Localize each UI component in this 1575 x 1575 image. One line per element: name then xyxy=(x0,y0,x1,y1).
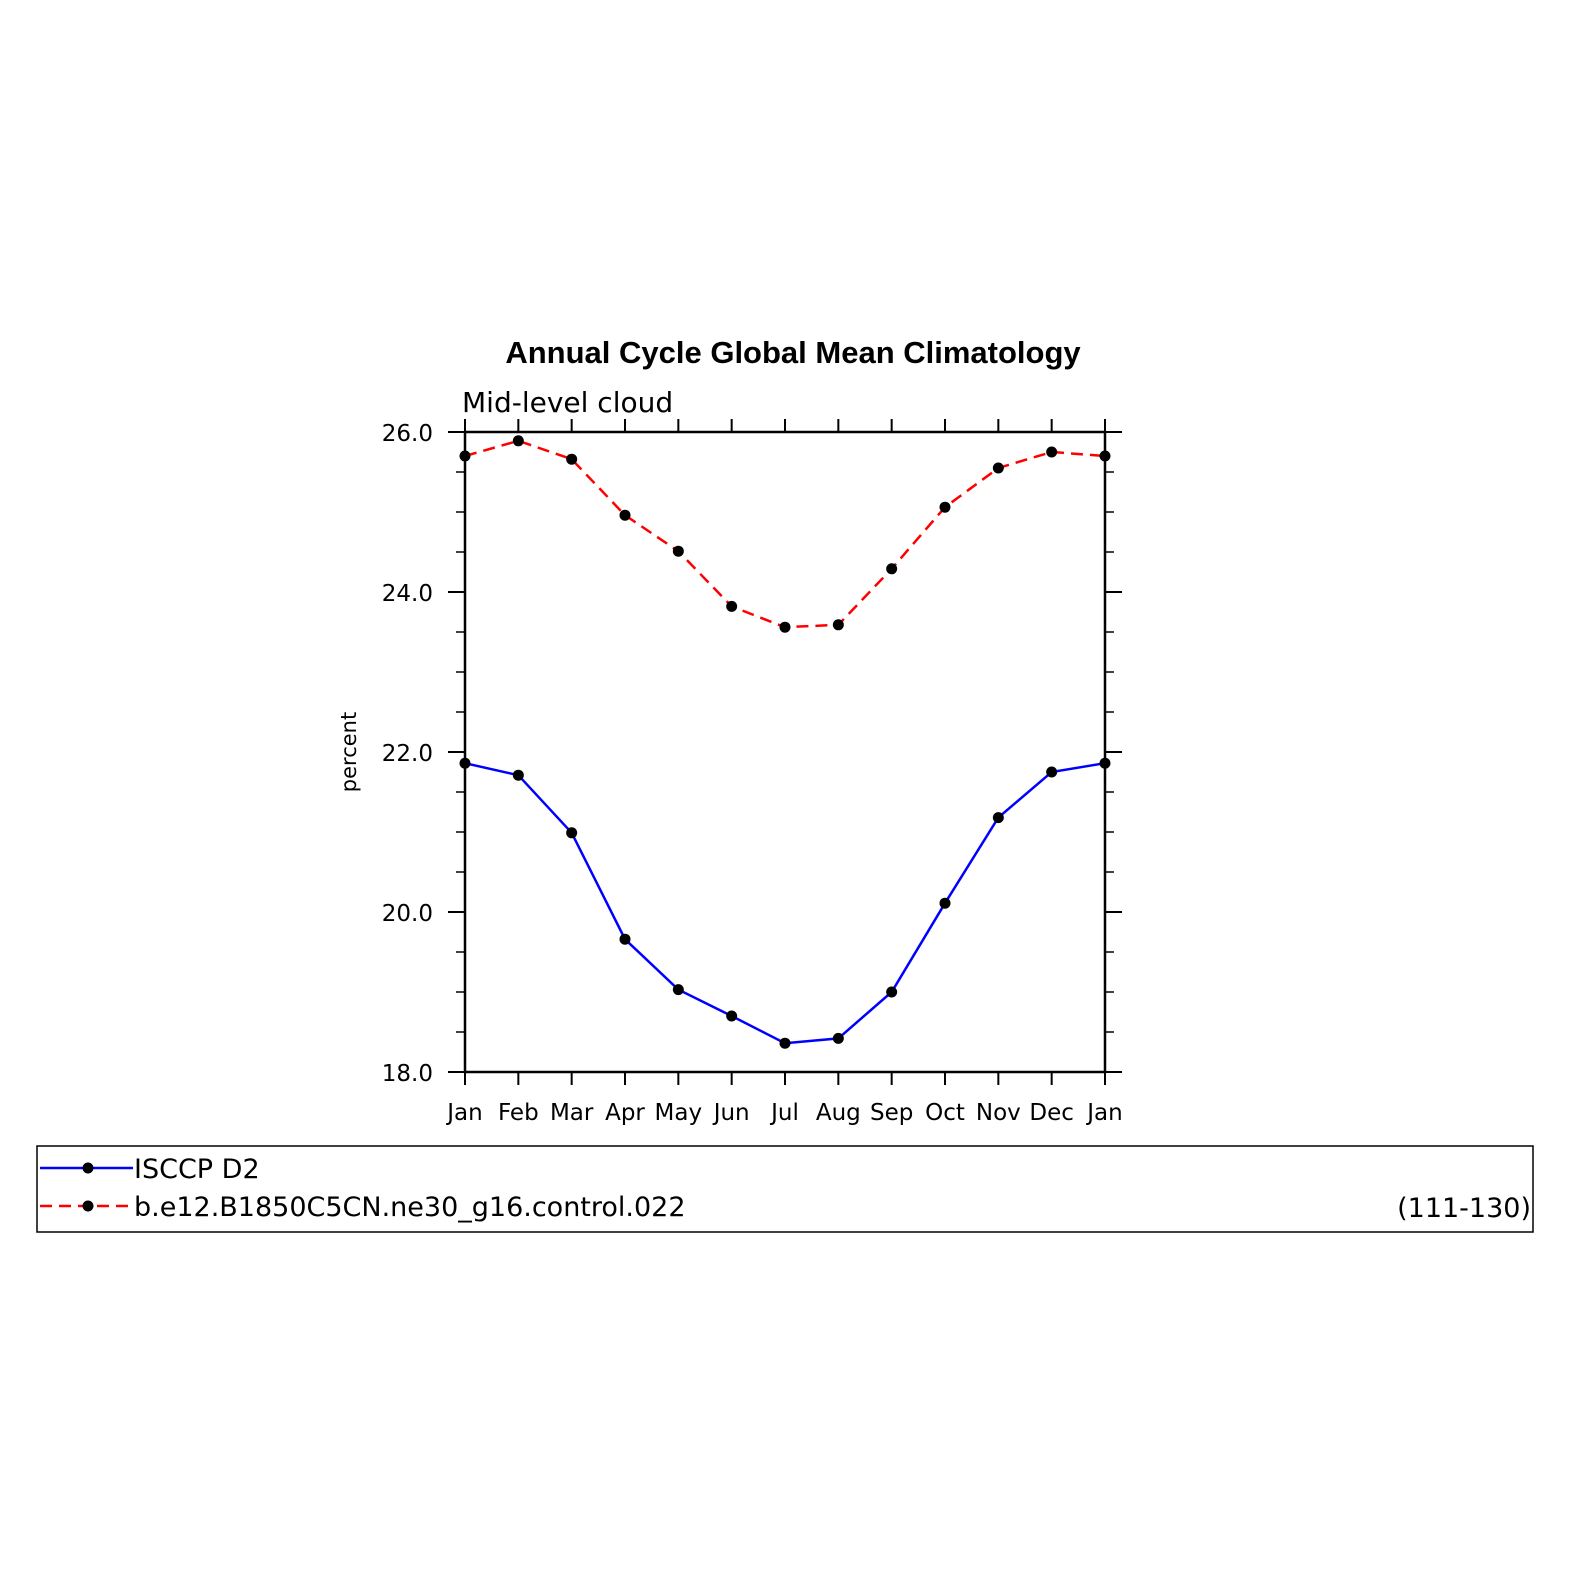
data-point xyxy=(1046,446,1058,458)
data-point xyxy=(992,462,1004,474)
data-point xyxy=(512,769,524,781)
data-point xyxy=(619,509,631,521)
data-point xyxy=(566,827,578,839)
legend-box xyxy=(36,1145,1534,1233)
series-line-0 xyxy=(464,761,1106,1045)
y-tick-label: 26.0 xyxy=(382,421,433,447)
chart-title: Annual Cycle Global Mean Climatology xyxy=(505,335,1081,370)
plot-frame xyxy=(463,430,1107,1074)
data-point xyxy=(726,1010,738,1022)
y-tick-label: 22.0 xyxy=(382,741,433,767)
x-tick-label: Sep xyxy=(870,1100,913,1126)
axes: Jan Feb Mar Apr May Jun Jul Aug Sep Oct Nov Dec Jan 1… xyxy=(382,419,1123,1126)
data-point xyxy=(992,812,1004,824)
x-tick-label: Jun xyxy=(712,1100,750,1126)
data-point xyxy=(1099,757,1111,769)
data-point xyxy=(886,986,898,998)
x-tick-label: Oct xyxy=(925,1100,965,1126)
x-tick-label: Nov xyxy=(976,1100,1021,1126)
legend: ISCCP D2 b.e12.B1850C5CN.ne30_g16.control… xyxy=(36,1145,1534,1233)
x-tick-label: Feb xyxy=(498,1100,539,1126)
data-point xyxy=(672,984,684,996)
legend-label-1: b.e12.B1850C5CN.ne30_g16.control.022 xyxy=(134,1192,686,1223)
data-point xyxy=(939,501,951,513)
data-point xyxy=(779,1037,791,1049)
series-layer xyxy=(459,435,1111,1049)
data-point xyxy=(1046,766,1058,778)
data-point xyxy=(832,1032,844,1044)
data-point xyxy=(832,619,844,631)
legend-label-0: ISCCP D2 xyxy=(134,1154,260,1185)
y-tick-label: 18.0 xyxy=(382,1061,433,1087)
x-tick-label: Aug xyxy=(816,1100,861,1126)
x-tick-label: Apr xyxy=(605,1100,645,1126)
chart-subtitle: Mid-level cloud xyxy=(462,386,673,419)
data-point xyxy=(459,757,471,769)
legend-note: (111-130) xyxy=(1397,1193,1531,1224)
data-point xyxy=(566,453,578,465)
data-point xyxy=(619,933,631,945)
x-tick-label: Dec xyxy=(1029,1100,1074,1126)
data-point xyxy=(726,600,738,612)
series-line-1 xyxy=(464,439,1106,629)
y-tick-label: 20.0 xyxy=(382,901,433,927)
x-tick-label: Jan xyxy=(1085,1100,1122,1126)
x-tick-label: Jan xyxy=(445,1100,482,1126)
data-point xyxy=(459,450,471,462)
data-point xyxy=(1099,450,1111,462)
x-tick-label: May xyxy=(655,1100,703,1126)
data-point xyxy=(886,563,898,575)
data-point xyxy=(779,621,791,633)
data-point xyxy=(672,545,684,557)
data-point xyxy=(939,897,951,909)
x-tick-label: Mar xyxy=(550,1100,594,1126)
legend-marker-1 xyxy=(82,1200,94,1212)
data-point xyxy=(512,435,524,447)
legend-marker-0 xyxy=(82,1162,94,1174)
legend-items: ISCCP D2 b.e12.B1850C5CN.ne30_g16.control… xyxy=(40,1154,686,1223)
x-tick-label: Jul xyxy=(769,1100,799,1126)
y-tick-label: 24.0 xyxy=(382,581,433,607)
y-axis-label: percent xyxy=(337,712,361,792)
